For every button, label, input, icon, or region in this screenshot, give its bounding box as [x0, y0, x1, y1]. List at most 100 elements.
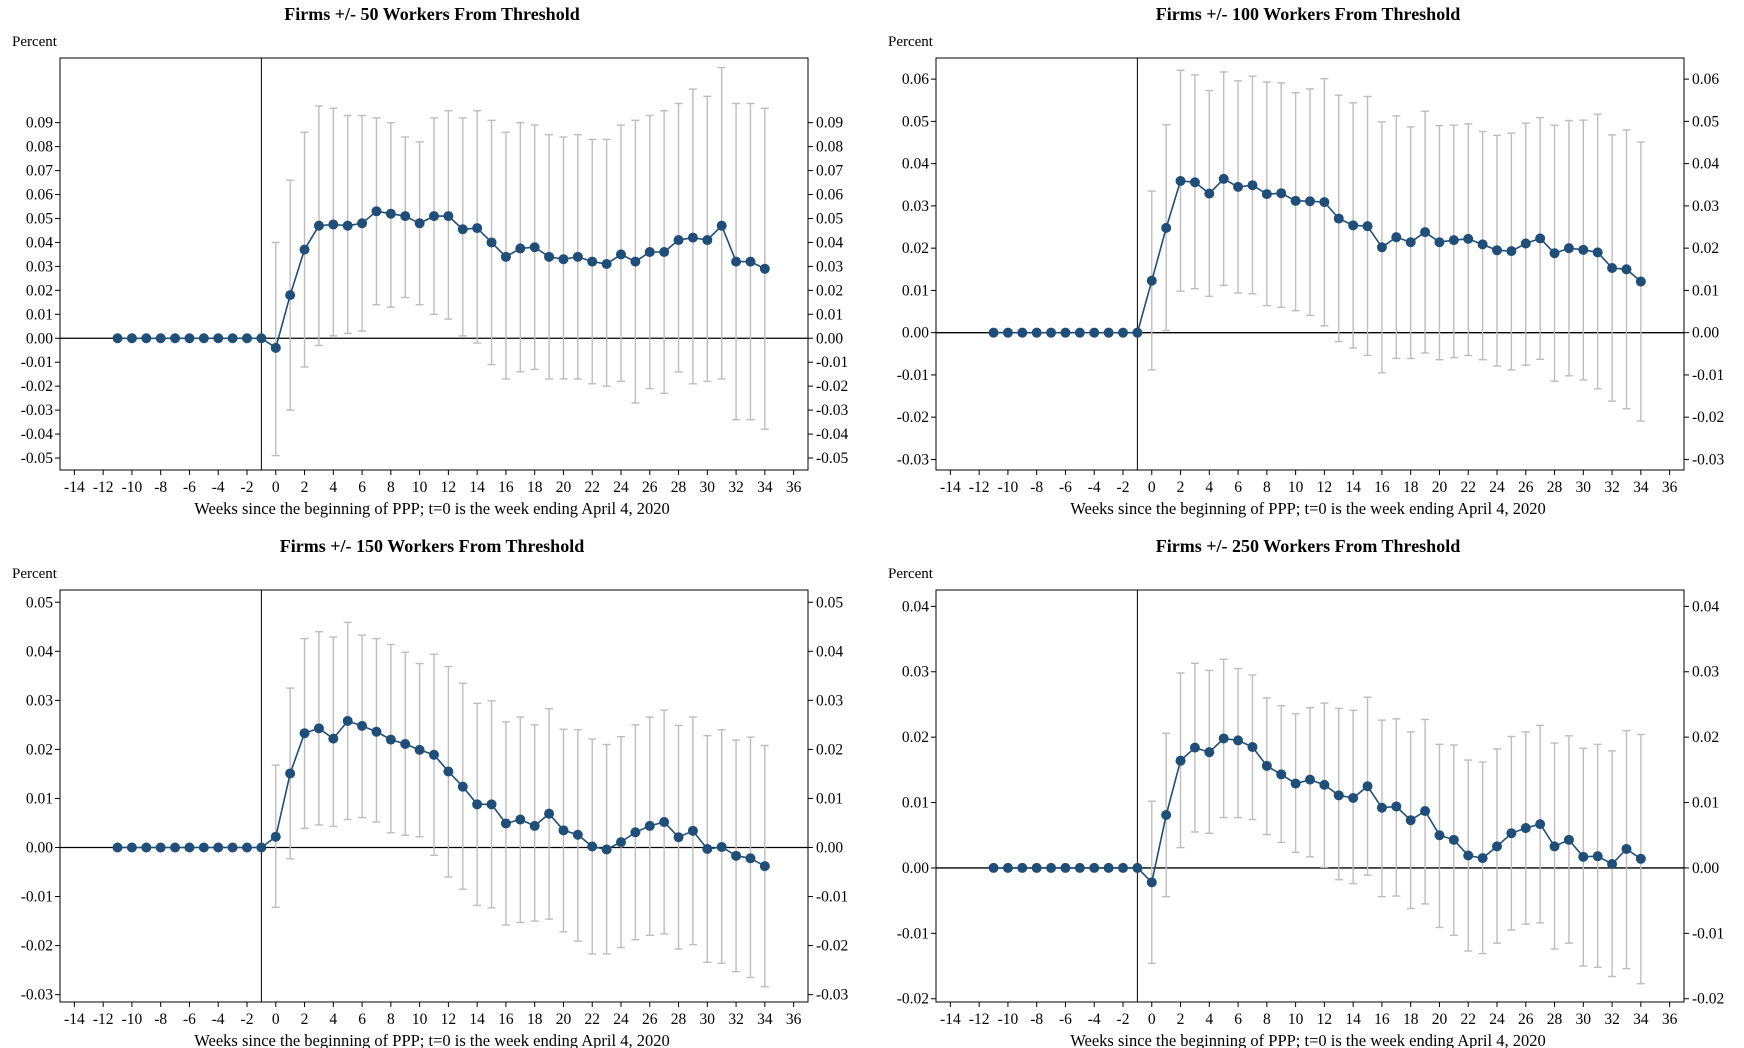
data-point	[1017, 862, 1028, 873]
data-point	[1492, 245, 1502, 256]
x-tick-label: 24	[613, 479, 629, 496]
data-point	[285, 290, 296, 301]
data-point	[759, 861, 770, 872]
y-tick-label-right: -0.02	[1692, 409, 1724, 426]
y-tick-label-left: 0.00	[902, 325, 929, 342]
y-tick-label-left: -0.03	[897, 451, 930, 468]
data-point	[227, 842, 238, 853]
x-tick-label: 8	[1263, 1011, 1271, 1028]
data-point	[1132, 862, 1143, 873]
y-tick-label-left: 0.05	[902, 113, 929, 130]
x-tick-label: -4	[1088, 479, 1101, 496]
x-axis-label: Weeks since the beginning of PPP; t=0 is…	[194, 499, 669, 518]
data-point	[1261, 760, 1272, 771]
data-point	[572, 829, 583, 840]
data-point	[1333, 213, 1344, 224]
x-tick-label: 4	[1205, 479, 1213, 496]
x-tick-label: 4	[1205, 1011, 1213, 1028]
data-point	[659, 816, 670, 827]
x-axis-label: Weeks since the beginning of PPP; t=0 is…	[1070, 1031, 1545, 1048]
x-tick-label: -8	[1030, 479, 1043, 496]
data-point	[1060, 327, 1071, 338]
x-tick-label: 34	[1633, 479, 1649, 496]
data-point	[1520, 823, 1531, 834]
x-tick-label: 10	[1288, 479, 1304, 496]
x-tick-label: 12	[441, 1011, 457, 1028]
data-point	[988, 862, 999, 873]
plot-area: -0.02 -0.02 -0.01 -0.01 0.00 0.00 0.01 0.01 0.02…	[897, 589, 1724, 1028]
y-tick-label-left: 0.03	[26, 692, 53, 709]
x-tick-label: -12	[93, 479, 114, 496]
x-tick-label: 12	[1317, 1011, 1333, 1028]
x-tick-label: 26	[1518, 1011, 1534, 1028]
data-point	[213, 333, 224, 344]
x-tick-label: 4	[329, 1011, 337, 1028]
x-tick-label: 32	[728, 479, 744, 496]
panel-4: Firms +/- 250 Workers From Threshold Per…	[888, 536, 1724, 1048]
y-tick-label-left: -0.02	[897, 409, 929, 426]
x-tick-label: 14	[1345, 1011, 1361, 1028]
data-point	[285, 768, 296, 779]
y-tick-label-left: -0.04	[21, 426, 54, 443]
data-point	[414, 218, 425, 229]
data-point	[112, 842, 123, 853]
data-point	[1434, 830, 1445, 841]
y-tick-label-left: 0.01	[902, 282, 929, 299]
x-tick-label: 30	[1576, 1011, 1592, 1028]
data-point	[342, 715, 353, 726]
data-point	[141, 333, 152, 344]
y-tick-label-right: 0.07	[816, 163, 843, 180]
y-tick-label-left: -0.02	[21, 938, 53, 955]
data-point	[472, 223, 483, 234]
plot-area: -0.03 -0.03 -0.02 -0.02 -0.01 -0.01 0.00 0.00 0.…	[21, 589, 849, 1028]
x-tick-label: 36	[1662, 479, 1678, 496]
data-point	[1002, 327, 1013, 338]
data-point	[1218, 173, 1229, 184]
data-point	[256, 333, 267, 344]
data-point	[702, 235, 713, 246]
x-tick-label: 22	[584, 1011, 600, 1028]
data-point	[1549, 248, 1560, 259]
y-tick-label-right: 0.04	[1692, 156, 1719, 173]
panel-3: Firms +/- 150 Workers From Threshold Per…	[12, 536, 849, 1048]
x-tick-label: 4	[329, 479, 337, 496]
x-tick-label: 36	[1662, 1011, 1678, 1028]
x-tick-label: 14	[1345, 479, 1361, 496]
x-tick-label: 20	[556, 1011, 572, 1028]
y-tick-label-right: -0.02	[816, 938, 848, 955]
data-point	[544, 251, 555, 262]
data-point	[1305, 774, 1315, 785]
data-point	[1305, 196, 1315, 207]
data-point	[443, 766, 454, 777]
plot-frame	[935, 57, 1685, 471]
y-tick-label-right: -0.03	[816, 987, 849, 1004]
data-point	[1463, 850, 1474, 861]
data-point	[616, 837, 626, 848]
data-point	[558, 825, 569, 836]
data-point	[198, 842, 209, 853]
y-tick-label-right: 0.01	[816, 790, 843, 807]
x-tick-label: -2	[241, 479, 254, 496]
data-point	[1290, 195, 1301, 206]
x-tick-label: 2	[301, 1011, 309, 1028]
data-point	[198, 333, 209, 344]
y-tick-label-right: 0.00	[816, 840, 843, 857]
data-point	[1448, 235, 1459, 246]
x-tick-label: 8	[387, 1011, 395, 1028]
y-tick-label-right: 0.00	[1692, 860, 1719, 877]
data-point	[1434, 237, 1445, 248]
x-axis-label: Weeks since the beginning of PPP; t=0 is…	[194, 1031, 669, 1048]
data-point	[731, 256, 742, 267]
x-tick-label: -12	[93, 1011, 114, 1028]
data-point	[500, 818, 511, 829]
data-point	[1103, 327, 1114, 338]
x-tick-label: -14	[64, 1011, 85, 1028]
x-tick-label: 30	[700, 1011, 716, 1028]
x-tick-label: 10	[1288, 1011, 1304, 1028]
data-point	[1146, 275, 1157, 286]
data-point	[1621, 843, 1632, 854]
data-point	[1031, 862, 1042, 873]
x-tick-label: 26	[1518, 479, 1534, 496]
panel-title: Firms +/- 150 Workers From Threshold	[280, 536, 584, 556]
y-tick-label-left: -0.02	[897, 991, 929, 1008]
